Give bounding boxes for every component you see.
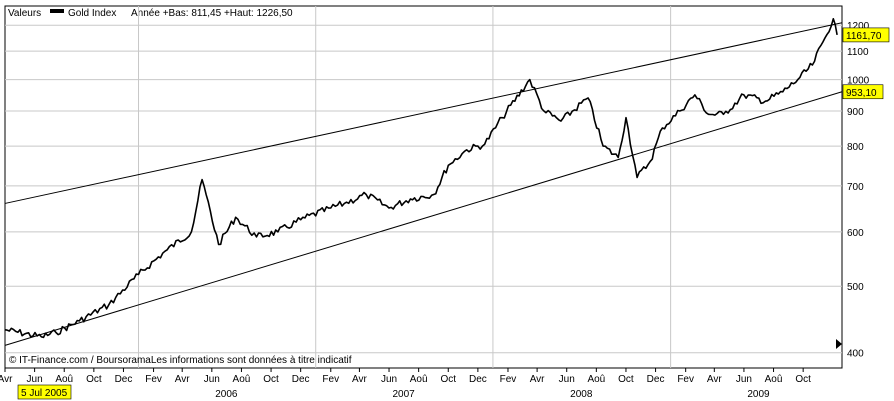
x-tick-label: Jun — [27, 374, 43, 385]
panel-label: Valeurs — [8, 8, 41, 19]
last-value-marker — [842, 27, 890, 43]
x-tick-label: Avr — [530, 374, 545, 385]
y-axis: 400 500 600 700 800 900 1000 1100 1200 — [847, 21, 870, 359]
x-tick-label: Fev — [145, 374, 162, 385]
y-tick-label: 1200 — [847, 21, 870, 32]
legend-swatch — [50, 9, 64, 13]
x-tick-label: Aoû — [233, 374, 251, 385]
cursor-date-marker — [17, 384, 72, 400]
x-tick-label: Dec — [469, 374, 487, 385]
x-year-label: 2009 — [747, 389, 770, 400]
last-value-label: 1161,70 — [846, 31, 882, 42]
x-tick-label: Oct — [618, 374, 634, 385]
x-year-label: 2008 — [570, 389, 593, 400]
x-axis: Avr Jun Aoû Oct Dec Fev Avr Jun Aoû Oct Dec Fev Avr J… — [0, 368, 811, 400]
x-tick-label: Avr — [707, 374, 722, 385]
y-tick-label: 1000 — [847, 76, 870, 87]
x-tick-label: Avr — [175, 374, 190, 385]
x-tick-label: Oct — [86, 374, 102, 385]
y-tick-label: 400 — [847, 349, 864, 360]
x-tick-label: Fev — [322, 374, 339, 385]
plot-frame — [4, 5, 843, 369]
x-tick-label: Jun — [559, 374, 575, 385]
x-tick-label: Dec — [647, 374, 665, 385]
channel-value-label: 953,10 — [846, 88, 877, 99]
cursor-date-label: 5 Jul 2005 — [21, 388, 68, 399]
range-stats: Année +Bas: 811,45 +Haut: 1226,50 — [131, 8, 293, 19]
y-tick-label: 700 — [847, 182, 864, 193]
y-tick-label: 500 — [847, 282, 864, 293]
channel-value-marker — [842, 84, 884, 100]
x-tick-label: Jun — [204, 374, 220, 385]
channel-upper-line — [4, 22, 843, 204]
x-year-label: 2006 — [215, 389, 238, 400]
y-tick-label: 600 — [847, 228, 864, 239]
x-tick-label: Jun — [381, 374, 397, 385]
x-tick-label: Fev — [500, 374, 517, 385]
gold-index-line — [4, 17, 838, 339]
value-markers: 1161,70 953,10 5 Jul 2005 — [17, 27, 890, 400]
x-tick-label: Aoû — [765, 374, 783, 385]
y-tick-label: 900 — [847, 107, 864, 118]
x-tick-label: Aoû — [410, 374, 428, 385]
price-series — [4, 17, 838, 339]
grid-layer — [5, 6, 842, 368]
y-tick-label: 1100 — [847, 47, 869, 58]
x-tick-label: Oct — [440, 374, 456, 385]
y-tick-label: 800 — [847, 142, 864, 153]
x-year-label: 2007 — [392, 389, 415, 400]
x-tick-label: Oct — [263, 374, 279, 385]
x-tick-label: Avr — [0, 374, 13, 385]
credit-text: © IT-Finance.com / BoursoramaLes informa… — [9, 355, 352, 366]
x-tick-label: Dec — [292, 374, 310, 385]
trend-channel — [4, 22, 843, 346]
x-tick-label: Aoû — [55, 374, 73, 385]
x-tick-label: Oct — [795, 374, 811, 385]
x-tick-label: Dec — [115, 374, 133, 385]
scroll-right-icon[interactable] — [836, 339, 842, 349]
x-tick-label: Avr — [352, 374, 367, 385]
x-tick-label: Fev — [677, 374, 694, 385]
x-tick-label: Aoû — [587, 374, 605, 385]
x-tick-label: Jun — [736, 374, 752, 385]
channel-lower-line — [4, 91, 843, 346]
series-label: Gold Index — [68, 8, 116, 19]
